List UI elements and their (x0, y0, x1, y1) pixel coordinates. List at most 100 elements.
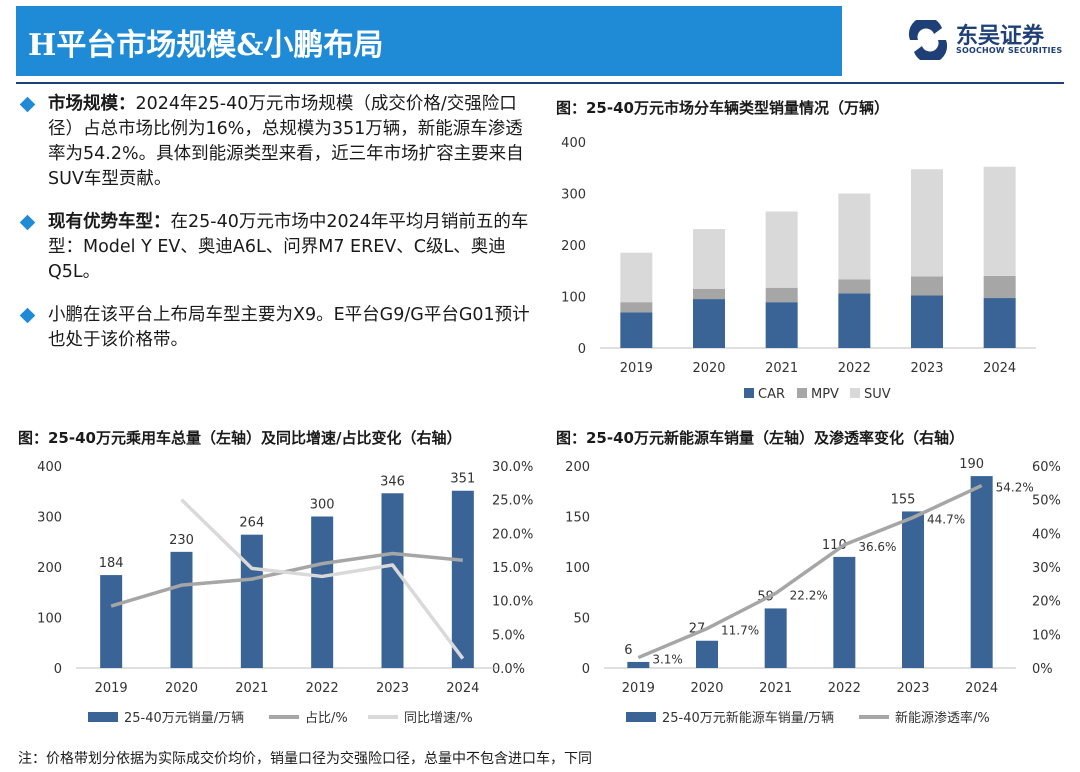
line-series (110, 551, 464, 608)
legend-label: 同比增速/% (404, 711, 473, 726)
line-series (637, 483, 983, 660)
y-tick-label: 300 (561, 188, 586, 203)
y-tick-label: 0 (54, 662, 62, 677)
y-tick-label: 150 (565, 511, 590, 526)
bar (833, 556, 856, 668)
bullet-top-models: 现有优势车型：在25-40万元市场中2024年平均月销前五的车型：Model Y… (18, 210, 538, 285)
bar-car (620, 312, 653, 348)
y-tick-label: 100 (565, 561, 590, 576)
legend-label: 25-40万元新能源车销量/万辆 (662, 710, 834, 726)
bar-data-label: 184 (99, 556, 124, 571)
bar-suv (620, 252, 653, 303)
x-tick-label: 2022 (828, 681, 861, 696)
bar (381, 493, 404, 668)
y-tick-label: 200 (561, 239, 586, 254)
legend-swatch (850, 388, 860, 398)
bar (100, 575, 123, 668)
y2-tick-label: 25.0% (492, 494, 533, 509)
y2-tick-label: 50% (1032, 494, 1061, 509)
bar-car (838, 293, 871, 348)
x-tick-label: 2021 (759, 681, 792, 696)
segment-stacked-bar-chart: 0 100 200 300 400 2019 2020 2021 2022 2023 2024 CAR… (561, 136, 1036, 402)
y2-tick-label: 40% (1032, 527, 1061, 542)
bar-data-label: 300 (310, 498, 335, 513)
y2-tick-label: 0% (1032, 662, 1053, 677)
x-tick-label: 2019 (95, 681, 128, 696)
legend-label: 25-40万元销量/万辆 (124, 711, 244, 726)
bar-suv (765, 211, 798, 288)
bullet-list: 市场规模：2024年25-40万元市场规模（成交价格/交强险口径）占总市场比例为… (18, 92, 538, 371)
legend-label: 占比/% (305, 711, 348, 726)
bar (451, 490, 474, 668)
x-tick-label: 2022 (306, 681, 339, 696)
bar-data-label: 264 (239, 516, 264, 531)
x-tick-label: 2020 (165, 681, 198, 696)
y-tick-label: 400 (561, 136, 586, 151)
diamond-bullet-icon (19, 96, 36, 113)
footnote: 注：价格带划分依据为实际成交价均价，销量口径为交强险口径，总量中不包含进口车，下… (18, 751, 592, 767)
diamond-bullet-icon (19, 307, 36, 324)
bar (170, 551, 193, 668)
y-tick-label: 100 (561, 291, 586, 306)
line-data-label: 36.6% (858, 540, 896, 554)
bar-data-label: 230 (169, 533, 194, 548)
logo-subtitle: SOOCHOW SECURITIES (956, 46, 1063, 55)
bar-data-label: 6 (624, 643, 632, 658)
x-tick-label: 2023 (896, 681, 929, 696)
bullet-head: 现有优势车型： (48, 212, 171, 232)
bar (627, 661, 650, 668)
line-series (180, 498, 465, 660)
bar (240, 534, 263, 668)
y-tick-label: 50 (573, 612, 590, 627)
chart-title-nev: 图：25-40万元新能源车销量（左轴）及渗透率变化（右轴） (556, 429, 964, 447)
x-tick-label: 2024 (983, 361, 1016, 376)
bullet-market-size: 市场规模：2024年25-40万元市场规模（成交价格/交强险口径）占总市场比例为… (18, 92, 538, 192)
diamond-bullet-icon (19, 214, 36, 231)
bar-suv (911, 169, 943, 277)
x-tick-label: 2020 (690, 681, 723, 696)
bullet-head: 市场规模： (48, 94, 136, 114)
y-tick-label: 400 (37, 460, 62, 475)
bar-data-label: 190 (959, 457, 984, 472)
line-data-label: 11.7% (721, 624, 759, 638)
y2-tick-label: 0.0% (492, 662, 525, 677)
x-tick-label: 2021 (765, 361, 798, 376)
bullet-text: 在25-40万元市场中2024年平均月销前五的车型：Model Y EV、奥迪A… (48, 212, 529, 282)
y2-tick-label: 60% (1032, 460, 1061, 475)
line-data-label: 44.7% (927, 513, 965, 527)
x-tick-label: 2023 (376, 681, 409, 696)
y2-tick-label: 30% (1032, 561, 1061, 576)
x-tick-label: 2019 (622, 681, 655, 696)
legend-label: MPV (811, 387, 839, 402)
bar (902, 511, 924, 668)
y2-tick-label: 15.0% (492, 561, 533, 576)
bar (696, 640, 718, 668)
nev-sales-combo-chart: 0 50 100 150 200 0% 10% 20% 30% 40% 50% 60% 2019 2020… (565, 457, 1061, 726)
bar-mpv (765, 287, 798, 303)
x-tick-label: 2022 (838, 361, 871, 376)
bar-data-label: 351 (450, 472, 475, 487)
y-tick-label: 200 (565, 460, 590, 475)
legend-label: CAR (758, 387, 785, 402)
y2-tick-label: 10% (1032, 628, 1061, 643)
bar-mpv (838, 279, 871, 294)
y-tick-label: 0 (578, 342, 586, 357)
bar-mpv (620, 302, 653, 313)
bar (311, 516, 334, 668)
y2-tick-label: 5.0% (492, 628, 525, 643)
bullet-xpeng-layout: 小鹏在该平台上布局车型主要为X9。E平台G9/G平台G01预计也处于该价格带。 (18, 303, 538, 353)
chart-title-total: 图：25-40万元乘用车总量（左轴）及同比增速/占比变化（右轴） (18, 429, 462, 447)
x-tick-label: 2019 (620, 361, 653, 376)
x-tick-label: 2024 (446, 681, 479, 696)
logo-name: 东吴证券 (956, 24, 1045, 49)
y2-tick-label: 30.0% (492, 460, 533, 475)
x-tick-label: 2024 (965, 681, 998, 696)
line-data-label: 3.1% (652, 653, 683, 667)
x-tick-label: 2021 (235, 681, 268, 696)
legend-swatch (744, 388, 754, 398)
legend-label: SUV (864, 387, 891, 402)
bar-mpv (983, 275, 1016, 299)
bar-car (983, 298, 1016, 348)
soochow-logo-icon (908, 20, 948, 60)
bar-data-label: 155 (891, 492, 916, 507)
